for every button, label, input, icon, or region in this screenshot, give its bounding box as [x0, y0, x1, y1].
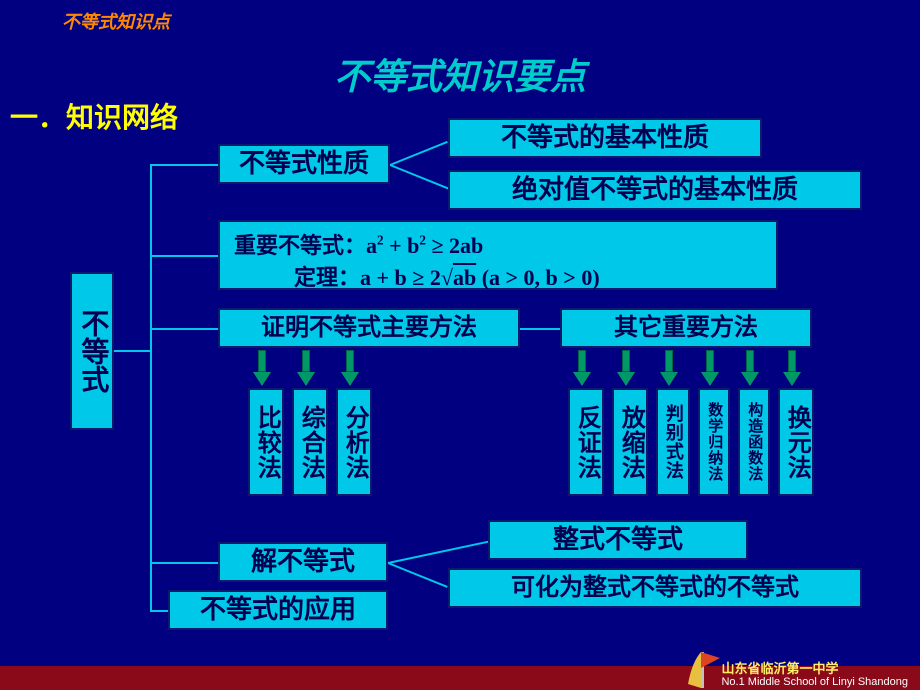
node-important-inequality: 重要不等式：a2 + b2 ≥ 2ab 定理：a + b ≥ 2√ab (a >… [218, 220, 778, 290]
node-root: 不等式 [70, 272, 114, 430]
method-0: 反证法 [568, 388, 604, 496]
method-4: 构造函数法 [738, 388, 770, 496]
node-convertible: 可化为整式不等式的不等式 [448, 568, 862, 608]
method-1: 放缩法 [612, 388, 648, 496]
node-absolute-properties: 绝对值不等式的基本性质 [448, 170, 862, 210]
node-prove-methods: 证明不等式主要方法 [218, 308, 520, 348]
section-heading: 一．知识网络 [10, 96, 178, 136]
node-properties: 不等式性质 [218, 144, 390, 184]
node-solve: 解不等式 [218, 542, 388, 582]
method-2: 分析法 [336, 388, 372, 496]
node-basic-properties: 不等式的基本性质 [448, 118, 762, 158]
method-3: 数学归纳法 [698, 388, 730, 496]
method-2: 判别式法 [656, 388, 690, 496]
formula-label-2: 定理： [294, 265, 360, 290]
header-small: 不等式知识点 [62, 8, 170, 34]
formula-label-1: 重要不等式： [234, 233, 366, 258]
method-1: 综合法 [292, 388, 328, 496]
footer-school-cn: 山东省临沂第一中学 [721, 662, 908, 676]
node-other-methods: 其它重要方法 [560, 308, 812, 348]
footer-school-en: No.1 Middle School of Linyi Shandong [721, 676, 908, 688]
footer-flag-icon [686, 648, 720, 688]
method-0: 比较法 [248, 388, 284, 496]
node-integral: 整式不等式 [488, 520, 748, 560]
footer-text: 山东省临沂第一中学 No.1 Middle School of Linyi Sh… [721, 662, 908, 688]
node-application: 不等式的应用 [168, 590, 388, 630]
method-5: 换元法 [778, 388, 814, 496]
formula-math-2: a + b ≥ 2√ab (a > 0, b > 0) [360, 265, 600, 290]
formula-math-1: a2 + b2 ≥ 2ab [366, 233, 483, 258]
page-title: 不等式知识要点 [0, 48, 920, 100]
